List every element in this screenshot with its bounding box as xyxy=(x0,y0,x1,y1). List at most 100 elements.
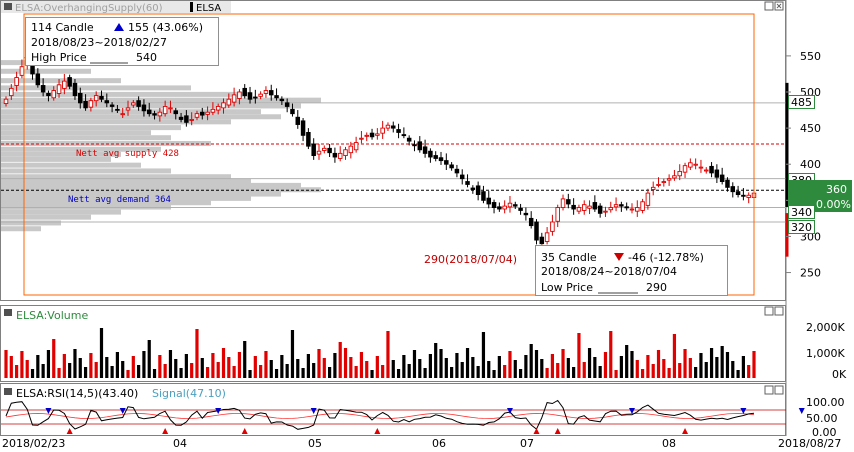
panel-menu-icon[interactable] xyxy=(4,3,12,10)
volume-bar xyxy=(476,366,480,378)
rsi-lines xyxy=(1,399,805,434)
rsi-buy-arrow-icon xyxy=(66,428,73,434)
candle-body xyxy=(83,100,88,109)
candle-body xyxy=(210,108,216,113)
rsi-menu-icon[interactable] xyxy=(4,388,12,395)
volume-menu-icon[interactable] xyxy=(4,309,12,316)
volume-bar xyxy=(25,360,29,378)
volume-bar xyxy=(386,331,390,378)
volume-bar xyxy=(434,343,438,378)
candle-body xyxy=(343,149,348,157)
price-axis: 250300350400450500550 xyxy=(786,50,821,280)
candle-body xyxy=(714,169,720,178)
volume-bar xyxy=(572,367,576,378)
volume-bar xyxy=(635,360,639,378)
rsi-sell-arrow-icon xyxy=(45,408,52,414)
main-panel-buttons[interactable] xyxy=(764,1,784,11)
volume-bar xyxy=(672,334,677,378)
up-triangle-icon xyxy=(114,23,124,31)
volume-bar xyxy=(640,369,645,378)
volume-bar xyxy=(285,364,289,378)
volume-bar xyxy=(683,349,687,378)
volume-bar xyxy=(375,356,379,378)
candle-body xyxy=(571,204,576,210)
candle-body xyxy=(19,66,25,76)
candle-body xyxy=(693,163,698,166)
candle-body xyxy=(316,150,322,155)
candle-body xyxy=(497,206,502,210)
candle-body xyxy=(688,162,693,168)
candle-body xyxy=(88,100,94,108)
candle-body xyxy=(719,174,725,183)
candle-body xyxy=(608,207,614,211)
price-tick-label: 450 xyxy=(800,122,821,135)
volume-bar xyxy=(694,367,698,378)
volume-bar xyxy=(492,370,496,378)
volume-profile-bar xyxy=(1,135,171,141)
volume-bar xyxy=(301,368,305,378)
volume-bar xyxy=(598,366,602,378)
volume-restore-icon[interactable] xyxy=(764,306,774,316)
candle-body xyxy=(444,160,449,165)
candle-body xyxy=(682,165,688,173)
volume-title: ELSA:Volume xyxy=(16,309,88,322)
candle-body xyxy=(698,166,704,169)
volume-bar xyxy=(444,358,448,378)
volume-profile-bar xyxy=(1,103,301,109)
volume-bar xyxy=(614,370,618,378)
volume-bar xyxy=(174,359,178,378)
volume-bar xyxy=(725,352,730,378)
candle-body xyxy=(322,147,327,151)
rsi-close-icon[interactable] xyxy=(774,385,784,395)
volume-bar xyxy=(137,365,141,378)
volume-bar xyxy=(195,329,199,378)
candle-body xyxy=(178,116,184,120)
candle-body xyxy=(597,205,603,214)
volume-profile-bar xyxy=(1,146,161,152)
candle-body xyxy=(109,104,115,107)
candle-body xyxy=(401,134,407,137)
volume-bar xyxy=(731,361,735,378)
volume-bar xyxy=(736,370,740,378)
volume-bar xyxy=(142,351,146,378)
volume-profile-bar xyxy=(1,85,191,91)
down-triangle-icon xyxy=(614,253,624,261)
candle-body xyxy=(730,186,736,193)
volume-profile-bar xyxy=(1,226,41,232)
candle-body xyxy=(481,191,486,201)
volume-bar xyxy=(545,368,549,378)
volume-bar xyxy=(253,356,257,378)
volume-close-icon[interactable] xyxy=(774,306,784,316)
candle-body xyxy=(290,108,295,115)
candle-body xyxy=(51,90,56,99)
volume-bar xyxy=(471,357,475,378)
restore-icon[interactable] xyxy=(764,1,774,11)
candle-body xyxy=(157,111,163,117)
volume-bar xyxy=(354,366,358,378)
volume-bar xyxy=(306,354,310,378)
candle-body xyxy=(417,141,423,151)
candle-body xyxy=(237,91,242,99)
candle-body xyxy=(396,129,401,133)
volume-bar xyxy=(4,350,8,378)
badge-last-change: 0.00% xyxy=(816,198,851,211)
x-label-2: 05 xyxy=(308,437,322,448)
volume-profile-bar xyxy=(1,174,231,180)
candle-body xyxy=(534,221,539,241)
rsi-restore-icon[interactable] xyxy=(764,385,774,395)
candle-body xyxy=(247,92,253,100)
candle-body xyxy=(221,102,226,109)
candle-body xyxy=(438,157,444,162)
volume-bar xyxy=(94,362,98,378)
candle-body xyxy=(550,221,555,232)
candle-body xyxy=(428,150,433,158)
volume-bar xyxy=(349,357,353,378)
info-high-change: 155 (43.06%) xyxy=(128,21,203,34)
volume-bar xyxy=(704,362,708,378)
volume-bar xyxy=(205,367,210,378)
volume-bar xyxy=(747,365,751,378)
volume-bar xyxy=(556,363,560,378)
volume-profile-bar xyxy=(1,151,121,157)
volume-bar xyxy=(168,350,173,378)
rsi-line xyxy=(5,399,755,430)
